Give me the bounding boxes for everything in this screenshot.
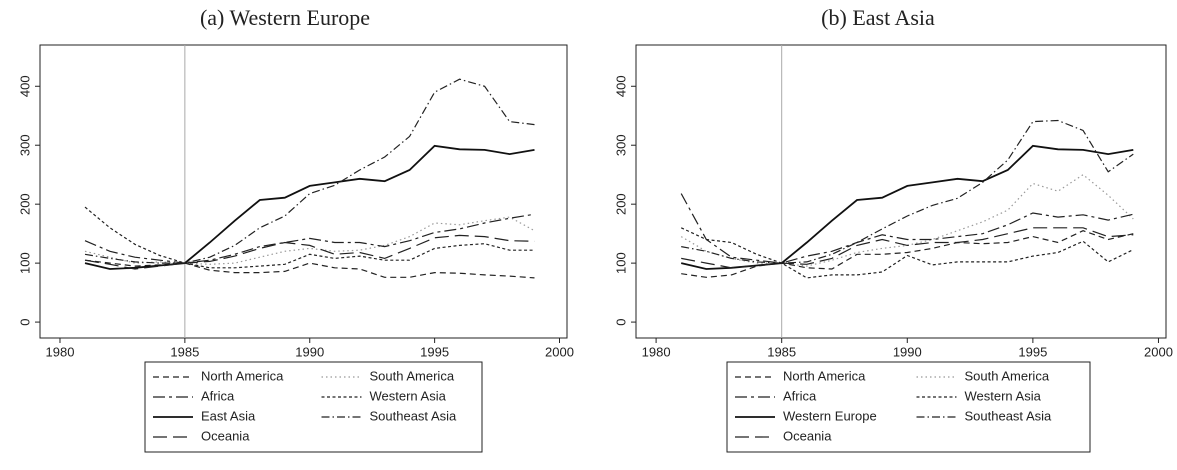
legend-label: Western Europe — [783, 408, 877, 423]
legend-label: Oceania — [201, 428, 250, 443]
y-tick-label: 200 — [613, 193, 628, 215]
x-tick-label: 2000 — [1144, 344, 1173, 359]
x-tick-label: 1990 — [295, 344, 324, 359]
x-tick-label: 1980 — [642, 344, 671, 359]
x-tick-label: 2000 — [545, 344, 574, 359]
y-tick-label: 400 — [17, 75, 32, 97]
y-tick-label: 300 — [613, 134, 628, 156]
y-tick-label: 100 — [17, 252, 32, 274]
series-line — [681, 227, 1134, 269]
y-tick-label: 300 — [17, 134, 32, 156]
legend-box — [726, 361, 1091, 453]
x-tick-label: 1985 — [767, 344, 796, 359]
series-line — [84, 206, 535, 269]
legend-label: North America — [201, 368, 284, 383]
legend-label: Western Asia — [370, 388, 447, 403]
legend-label: East Asia — [201, 408, 256, 423]
y-tick-label: 400 — [613, 75, 628, 97]
y-tick-label: 100 — [613, 252, 628, 274]
plot-frame — [635, 44, 1167, 339]
legend-label: South America — [370, 368, 455, 383]
legend-label: Western Asia — [965, 388, 1042, 403]
legend-label: Southeast Asia — [965, 408, 1052, 423]
x-tick-label: 1990 — [893, 344, 922, 359]
x-tick-label: 1995 — [1018, 344, 1047, 359]
series-line — [680, 227, 1134, 279]
series-line — [84, 216, 535, 265]
x-tick-label: 1980 — [46, 344, 75, 359]
series-line — [680, 144, 1134, 270]
y-tick-label: 200 — [17, 193, 32, 215]
series-line — [84, 213, 535, 264]
series-line — [84, 234, 535, 270]
legend-label: South America — [965, 368, 1050, 383]
y-tick-label: 0 — [17, 318, 32, 325]
legend-label: Africa — [783, 388, 817, 403]
x-tick-label: 1985 — [170, 344, 199, 359]
series-line — [680, 193, 1134, 264]
chart-title: (b) East Asia — [821, 5, 935, 30]
series-line — [84, 144, 535, 270]
legend-label: Africa — [201, 388, 235, 403]
plot-frame — [39, 44, 568, 339]
panel: (b) East Asia 0 100 200 300 400 1980 1985 1990 19… — [613, 5, 1173, 453]
panel: (a) Western Europe 0 100 200 300 400 1980 1985 1… — [17, 5, 574, 453]
series-line — [84, 78, 535, 264]
y-tick-label: 0 — [613, 318, 628, 325]
series-line — [681, 230, 1134, 278]
x-tick-label: 1995 — [420, 344, 449, 359]
legend-label: Southeast Asia — [370, 408, 457, 423]
legend-label: North America — [783, 368, 866, 383]
series-line — [681, 119, 1134, 264]
legend-box — [144, 361, 483, 453]
legend-label: Oceania — [783, 428, 832, 443]
chart-title: (a) Western Europe — [200, 5, 370, 30]
